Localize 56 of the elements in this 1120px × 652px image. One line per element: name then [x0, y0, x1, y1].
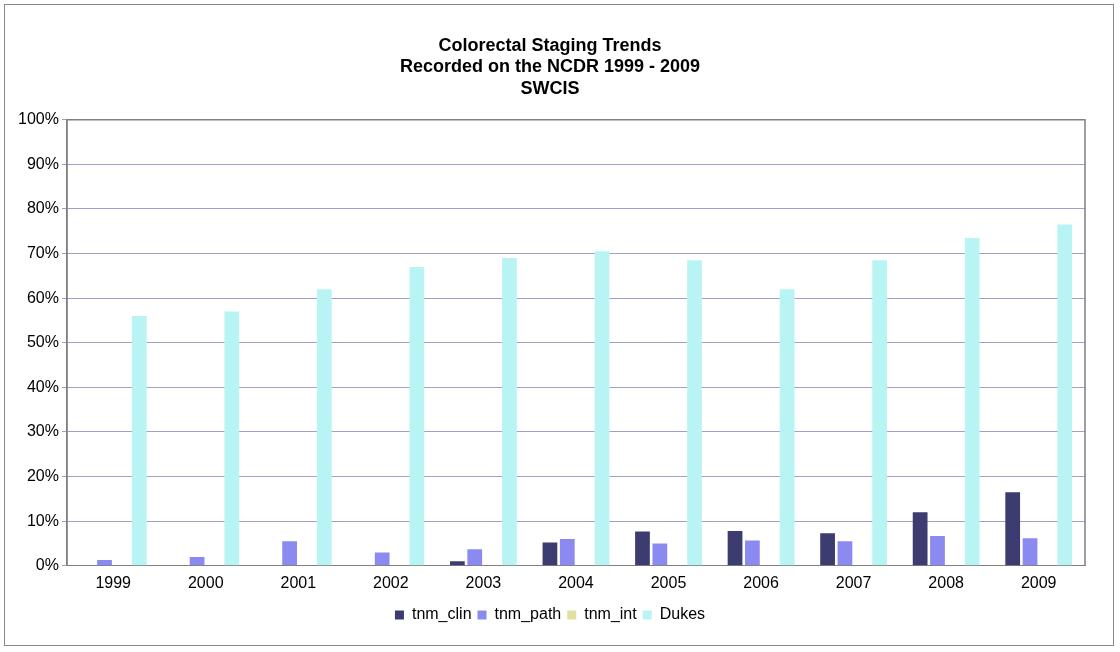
- legend-label: Dukes: [659, 605, 706, 623]
- bar: [131, 316, 147, 566]
- bar: [316, 289, 332, 566]
- bar: [450, 561, 465, 566]
- legend-label: tnm_path: [494, 605, 562, 624]
- x-tick-label: 2007: [835, 573, 872, 591]
- y-tick-label: 40%: [26, 377, 59, 395]
- bar: [409, 266, 425, 566]
- bar: [687, 260, 702, 566]
- bar: [837, 541, 853, 566]
- y-tick-label: 60%: [26, 288, 59, 306]
- bar: [779, 289, 795, 566]
- x-tick-label: 2006: [743, 573, 779, 591]
- bar: [282, 541, 297, 566]
- legend-label: tnm_clin: [411, 605, 472, 624]
- y-tick-label: 50%: [26, 333, 59, 351]
- bar: [635, 531, 650, 566]
- bar: [559, 539, 575, 566]
- bar: [224, 311, 240, 566]
- x-tick-label: 2004: [558, 573, 594, 591]
- bar: [467, 549, 483, 566]
- x-tick-label: 2002: [373, 573, 409, 591]
- bar: [652, 543, 668, 566]
- bar: [374, 552, 390, 566]
- y-tick-label: 100%: [18, 110, 59, 128]
- bar: [1005, 492, 1021, 566]
- y-tick-label: 0%: [35, 556, 59, 574]
- y-tick-label: 30%: [26, 422, 59, 440]
- bar: [97, 560, 112, 566]
- bar: [745, 540, 760, 566]
- y-tick-label: 70%: [26, 244, 59, 262]
- chart-title: Colorectal Staging Trends Recorded on the NCDR 1999 - 2009 SWCIS: [399, 34, 701, 98]
- bar: [820, 533, 835, 566]
- bar: [727, 531, 743, 566]
- bar: [189, 556, 205, 566]
- bar: [1057, 224, 1073, 566]
- y-tick-label: 80%: [26, 199, 59, 217]
- bar: [964, 237, 980, 566]
- bar: [502, 258, 517, 566]
- y-tick-label: 20%: [26, 467, 59, 485]
- x-tick-label: 2008: [928, 573, 965, 591]
- x-tick-label: 2005: [650, 573, 687, 591]
- x-tick-label: 2003: [465, 573, 502, 591]
- legend-label: tnm_int: [584, 605, 638, 624]
- bar: [1022, 538, 1038, 566]
- bar: [930, 535, 945, 566]
- x-tick-label: 2000: [187, 573, 224, 591]
- bar: [542, 542, 558, 566]
- y-tick-label: 90%: [26, 154, 59, 172]
- bar: [912, 512, 928, 566]
- x-tick-label: 1999: [95, 573, 132, 591]
- x-tick-label: 2009: [1020, 573, 1057, 591]
- bar: [872, 260, 888, 566]
- y-tick-label: 10%: [26, 511, 59, 529]
- x-tick-label: 2001: [280, 573, 317, 591]
- bar: [594, 251, 610, 566]
